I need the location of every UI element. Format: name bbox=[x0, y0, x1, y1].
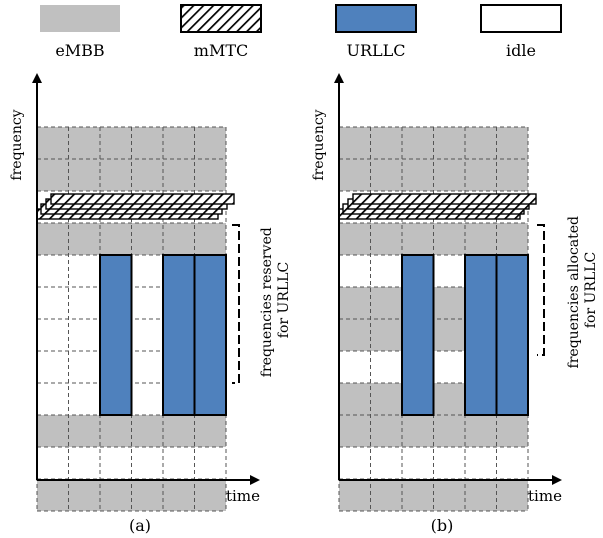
panel-a-urllc-blocks bbox=[99, 254, 227, 416]
legend-urllc-label: URLLC bbox=[346, 41, 405, 60]
panel-a-urllc-block bbox=[162, 254, 196, 416]
panel-a-grid bbox=[36, 126, 227, 512]
panel-a-x-axis-label: time bbox=[226, 487, 260, 505]
panel-b-mmtc-blocks bbox=[338, 193, 537, 220]
panel-b-urllc-block bbox=[401, 254, 435, 416]
legend-embb-swatch bbox=[40, 5, 120, 32]
legend: eMBB mMTC URLLC idle bbox=[40, 4, 562, 60]
panel-a-mmtc-bar bbox=[50, 193, 235, 205]
panel-b-urllc-blocks bbox=[401, 254, 529, 416]
panel-a-urllc-block bbox=[193, 254, 227, 416]
panel-b-y-axis-label: frequency bbox=[311, 109, 327, 180]
panel-a: frequency time (a) frequencies reserved … bbox=[9, 73, 292, 535]
panel-a-y-axis-label: frequency bbox=[9, 109, 25, 180]
panel-a-bracket-label: frequencies reserved for URLLC bbox=[259, 223, 292, 377]
panel-b-bracket-label: frequencies allocated for URLLC bbox=[566, 212, 599, 369]
legend-mmtc-swatch bbox=[180, 4, 262, 33]
panel-b-x-axis-label: time bbox=[528, 487, 562, 505]
legend-idle-swatch bbox=[480, 4, 562, 33]
legend-embb-label: eMBB bbox=[55, 41, 104, 60]
panel-b-caption: (b) bbox=[431, 516, 454, 535]
panel-b-bracket bbox=[537, 224, 545, 356]
panel-a-bracket bbox=[232, 224, 240, 384]
panel-b-mmtc-bar bbox=[352, 193, 537, 205]
legend-urllc-swatch bbox=[335, 4, 417, 33]
panel-a-caption: (a) bbox=[129, 516, 151, 535]
panel-b-urllc-block bbox=[464, 254, 498, 416]
panel-b: frequency time (b) frequencies allocated… bbox=[311, 73, 599, 535]
panel-a-urllc-block bbox=[99, 254, 133, 416]
panel-a-mmtc-blocks bbox=[36, 193, 235, 220]
legend-mmtc-label: mMTC bbox=[194, 41, 248, 60]
panel-b-urllc-block bbox=[495, 254, 529, 416]
legend-idle-label: idle bbox=[506, 41, 536, 60]
